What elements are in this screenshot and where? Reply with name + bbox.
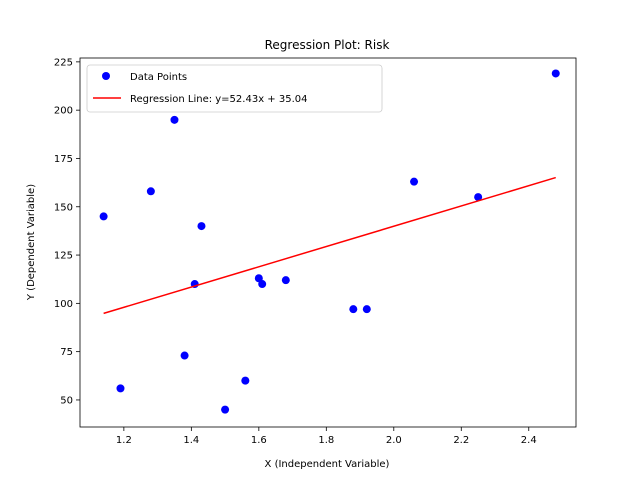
x-tick-label: 2.0 [386, 435, 402, 446]
y-tick-label: 175 [54, 154, 73, 165]
legend-marker-data-points [102, 72, 110, 80]
data-point [362, 305, 371, 314]
data-point [241, 376, 250, 385]
data-point [116, 384, 125, 393]
data-point [258, 280, 267, 289]
x-tick-label: 1.8 [318, 435, 334, 446]
y-axis: 50 75 100 125 150 175 200 225 [54, 57, 80, 406]
legend-label-data-points: Data Points [130, 72, 187, 83]
data-point [99, 212, 108, 221]
x-axis-label: X (Independent Variable) [265, 459, 390, 470]
legend: Data Points Regression Line: y=52.43x + … [86, 64, 383, 113]
y-tick-label: 50 [60, 395, 73, 406]
data-point [146, 187, 155, 196]
data-point [180, 351, 189, 360]
x-axis: 1.2 1.4 1.6 1.8 2.0 2.2 2.4 [116, 427, 537, 446]
y-tick-label: 75 [60, 347, 73, 358]
y-tick-label: 225 [54, 57, 73, 68]
data-point [349, 305, 358, 314]
plot-area [79, 57, 577, 428]
regression-line [103, 176, 556, 315]
data-point [281, 276, 290, 285]
x-tick-label: 1.4 [183, 435, 199, 446]
data-point [197, 222, 206, 231]
data-point [410, 177, 419, 186]
data-point [170, 115, 179, 124]
x-tick-label: 1.2 [116, 435, 132, 446]
data-point [254, 274, 263, 283]
data-point [551, 69, 560, 78]
y-tick-label: 125 [54, 251, 73, 262]
legend-box [86, 64, 383, 113]
data-point [474, 193, 483, 202]
x-tick-label: 2.4 [521, 435, 537, 446]
data-point [221, 405, 230, 414]
y-tick-label: 150 [54, 202, 73, 213]
x-tick-label: 2.2 [453, 435, 469, 446]
y-tick-label: 100 [54, 299, 73, 310]
x-tick-label: 1.6 [251, 435, 267, 446]
chart-title: Regression Plot: Risk [265, 38, 390, 52]
y-tick-label: 200 [54, 106, 73, 117]
legend-label-regression-line: Regression Line: y=52.43x + 35.04 [130, 94, 307, 105]
series-layer [99, 69, 560, 414]
y-axis-label: Y (Dependent Variable) [26, 184, 37, 301]
